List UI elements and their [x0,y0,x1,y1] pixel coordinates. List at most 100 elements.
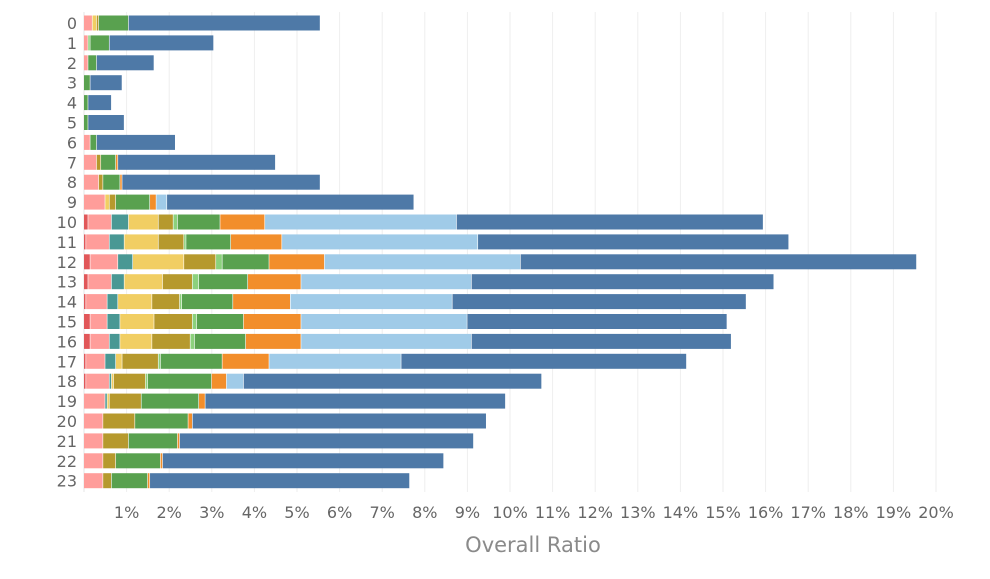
x-tick-label: 7% [370,503,395,522]
bar-segment [282,234,478,250]
bar-segment [211,373,227,389]
bar-segment [111,473,148,489]
bar-segment [467,314,727,329]
y-tick-label: 21 [57,432,77,451]
bar-segment [120,174,122,190]
bar-segment [160,353,222,369]
bar-segment [248,274,301,290]
x-tick-label: 19% [876,503,912,522]
bar-segment [120,333,152,349]
bar-segment [156,194,167,210]
bar-segment [324,254,521,270]
bar-segment [101,154,116,170]
y-tick-label: 2 [67,54,77,73]
y-tick-label: 13 [57,273,77,292]
bar-segment [109,393,141,409]
bar-segment [177,214,220,230]
bar-segment [301,274,472,290]
bar-segment [84,154,97,170]
bar-segment [158,234,184,250]
bar-segment [90,314,107,329]
bar-segment [471,274,774,290]
bar-segment [135,413,188,429]
bar-segment [230,234,282,250]
bar-segment [186,234,231,250]
bar-segment [84,393,105,409]
x-tick-label: 5% [284,503,309,522]
bar-segment [86,234,109,250]
bar-segment [301,314,467,329]
bar-segment [199,393,205,409]
bar-segment [471,333,731,349]
bar-segment [90,35,109,51]
y-tick-label: 9 [67,193,77,212]
bar-segment [188,413,193,429]
y-tick-label: 5 [67,114,77,133]
bar-segment [84,433,103,449]
gridlines [83,12,937,492]
bar-segment [122,353,158,369]
bar-segment [84,234,86,250]
bar-segment [290,294,452,310]
x-tick-label: 11% [535,503,571,522]
bar-segment [105,194,109,210]
bar-segment [103,473,112,489]
bar-segment [105,393,107,409]
x-tick-label: 12% [577,503,613,522]
bar-segment [177,433,180,449]
bar-segment [152,333,190,349]
bar-segment [84,314,90,329]
bar-segment [103,433,129,449]
bar-segment [84,95,88,111]
bar-segment [92,15,97,31]
bar-segment [84,35,88,51]
bar-segment [478,234,789,250]
bar-segment [122,174,320,190]
x-tick-label: 17% [790,503,826,522]
bar-segment [124,234,158,250]
bar-segment [103,453,116,469]
bar-segment [226,373,244,389]
bar-segment [111,274,124,290]
bar-segment [115,154,118,170]
bar-segment [88,115,124,130]
bar-segment [88,35,90,51]
bar-segment [196,314,244,329]
x-tick-label: 9% [455,503,480,522]
bar-segment [84,194,105,210]
bar-segment [84,214,88,230]
bar-segment [84,373,86,389]
bar-segment [118,154,276,170]
bar-segment [109,333,120,349]
y-tick-label: 7 [67,153,77,172]
x-tick-label: 3% [199,503,224,522]
bar-segment [222,353,269,369]
bar-segment [192,314,197,329]
y-tick-label: 17 [57,352,77,371]
bar-segment [141,393,199,409]
y-tick-label: 6 [67,133,77,152]
bar-segment [128,214,158,230]
y-tick-label: 3 [67,74,77,93]
bar-segment [132,254,184,270]
y-tick-label: 16 [57,332,77,351]
bar-segment [86,294,107,310]
bar-segment [84,473,103,489]
bar-segment [401,353,687,369]
x-tick-label: 13% [620,503,656,522]
bar-segment [88,274,112,290]
bar-segment [216,254,222,270]
bar-segment [150,473,410,489]
bar-segment [452,294,746,310]
bar-segment [160,453,163,469]
bar-segment [179,294,182,310]
bar-segment [107,314,120,329]
x-tick-label: 18% [833,503,869,522]
bar-segment [109,194,116,210]
bar-segment [88,95,112,111]
y-tick-label: 12 [57,253,77,272]
bar-segment [194,333,246,349]
bar-segment [98,174,103,190]
x-tick-label: 4% [242,503,267,522]
